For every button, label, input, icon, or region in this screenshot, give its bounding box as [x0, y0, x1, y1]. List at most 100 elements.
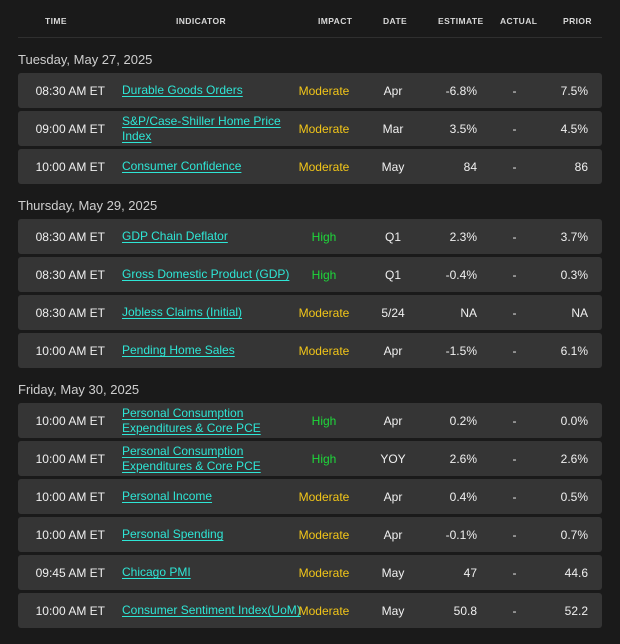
- event-time: 10:00 AM ET: [35, 489, 105, 504]
- estimate-value: 3.5%: [449, 121, 477, 136]
- section-date-heading: Friday, May 30, 2025: [18, 382, 140, 397]
- indicator-link[interactable]: Consumer Confidence: [122, 159, 242, 173]
- impact-level: Moderate: [298, 489, 350, 504]
- indicator-link[interactable]: Gross Domestic Product (GDP): [122, 267, 290, 281]
- indicator-cell: Personal Spending: [122, 517, 302, 552]
- indicator-link[interactable]: Pending Home Sales: [122, 343, 235, 357]
- period-date: May: [381, 603, 405, 618]
- event-time: 08:30 AM ET: [35, 229, 105, 244]
- indicator-link[interactable]: S&P/Case-Shiller Home Price Index: [122, 113, 281, 143]
- section-date-heading: Tuesday, May 27, 2025: [18, 52, 153, 67]
- estimate-value: 0.2%: [449, 413, 477, 428]
- prior-value: 0.0%: [560, 413, 588, 428]
- indicator-link[interactable]: Jobless Claims (Initial): [122, 305, 243, 319]
- event-time: 10:00 AM ET: [35, 451, 105, 466]
- table-row: 09:00 AM ET S&P/Case-Shiller Home Price I…: [18, 111, 602, 146]
- prior-value: 0.3%: [560, 267, 588, 282]
- prior-value: 4.5%: [560, 121, 588, 136]
- impact-level: Moderate: [298, 305, 350, 320]
- event-time: 10:00 AM ET: [35, 343, 105, 358]
- table-row: 10:00 AM ET Personal Consumption Expendit…: [18, 441, 602, 476]
- indicator-link[interactable]: Consumer Sentiment Index(UoM): [122, 603, 301, 617]
- event-time: 10:00 AM ET: [35, 603, 105, 618]
- indicator-link[interactable]: Chicago PMI: [122, 565, 191, 579]
- column-header-prior: PRIOR: [563, 16, 592, 26]
- table-row: 09:45 AM ET Chicago PMI Moderate May 47 - 44.6: [18, 555, 602, 590]
- table-row: 10:00 AM ET Personal Spending Moderate Apr -…: [18, 517, 602, 552]
- column-header-indicator: INDICATOR: [176, 16, 227, 26]
- actual-value: -: [512, 489, 517, 504]
- actual-value: -: [512, 413, 517, 428]
- impact-level: Moderate: [298, 343, 350, 358]
- prior-value: 0.7%: [560, 527, 588, 542]
- actual-value: -: [512, 229, 517, 244]
- indicator-link[interactable]: Personal Consumption Expenditures & Core…: [122, 405, 261, 435]
- table-row: 08:30 AM ET Gross Domestic Product (GDP) H…: [18, 257, 602, 292]
- indicator-cell: S&P/Case-Shiller Home Price Index: [122, 111, 302, 146]
- indicator-cell: Durable Goods Orders: [122, 73, 302, 108]
- estimate-value: 0.4%: [449, 489, 477, 504]
- prior-value: 0.5%: [560, 489, 588, 504]
- prior-value: 6.1%: [560, 343, 588, 358]
- prior-value: 3.7%: [560, 229, 588, 244]
- impact-level: Moderate: [298, 83, 350, 98]
- estimate-value: 84: [463, 159, 477, 174]
- column-header-impact: IMPACT: [318, 16, 353, 26]
- estimate-value: -1.5%: [445, 343, 477, 358]
- indicator-cell: Personal Income: [122, 479, 302, 514]
- estimate-value: -6.8%: [445, 83, 477, 98]
- impact-level: High: [311, 451, 337, 466]
- indicator-link[interactable]: Personal Consumption Expenditures & Core…: [122, 443, 261, 473]
- event-time: 08:30 AM ET: [35, 267, 105, 282]
- indicator-cell: Gross Domestic Product (GDP): [122, 257, 302, 292]
- actual-value: -: [512, 451, 517, 466]
- estimate-value: NA: [460, 305, 477, 320]
- event-time: 10:00 AM ET: [35, 527, 105, 542]
- period-date: Mar: [382, 121, 404, 136]
- column-header-date: DATE: [383, 16, 408, 26]
- estimate-value: -0.1%: [445, 527, 477, 542]
- indicator-link[interactable]: Personal Spending: [122, 527, 224, 541]
- prior-value: 44.6: [564, 565, 588, 580]
- section-date-heading: Thursday, May 29, 2025: [18, 198, 158, 213]
- event-time: 10:00 AM ET: [35, 159, 105, 174]
- indicator-cell: Pending Home Sales: [122, 333, 302, 368]
- event-time: 09:00 AM ET: [35, 121, 105, 136]
- impact-level: High: [311, 413, 337, 428]
- table-row: 10:00 AM ET Pending Home Sales Moderate Apr…: [18, 333, 602, 368]
- table-row: 10:00 AM ET Consumer Sentiment Index(UoM)…: [18, 593, 602, 628]
- prior-value: 86: [574, 159, 588, 174]
- estimate-value: 2.6%: [449, 451, 477, 466]
- period-date: Apr: [383, 83, 403, 98]
- table-row: 10:00 AM ET Consumer Confidence Moderate Ma…: [18, 149, 602, 184]
- estimate-value: 47: [463, 565, 477, 580]
- indicator-link[interactable]: GDP Chain Deflator: [122, 229, 228, 243]
- period-date: Q1: [384, 267, 401, 282]
- period-date: Apr: [383, 343, 403, 358]
- impact-level: Moderate: [298, 527, 350, 542]
- impact-level: Moderate: [298, 159, 350, 174]
- event-time: 09:45 AM ET: [35, 565, 105, 580]
- indicator-cell: Chicago PMI: [122, 555, 302, 590]
- period-date: May: [381, 565, 405, 580]
- indicator-link[interactable]: Durable Goods Orders: [122, 83, 243, 97]
- actual-value: -: [512, 159, 517, 174]
- actual-value: -: [512, 603, 517, 618]
- column-header-estimate: ESTIMATE: [438, 16, 484, 26]
- actual-value: -: [512, 121, 517, 136]
- period-date: Apr: [383, 413, 403, 428]
- impact-level: High: [311, 229, 337, 244]
- indicator-cell: Consumer Sentiment Index(UoM): [122, 593, 302, 628]
- prior-value: 52.2: [564, 603, 588, 618]
- period-date: May: [381, 159, 405, 174]
- indicator-cell: Personal Consumption Expenditures & Core…: [122, 441, 302, 476]
- prior-value: 2.6%: [560, 451, 588, 466]
- prior-value: NA: [571, 305, 588, 320]
- table-row: 08:30 AM ET Durable Goods Orders Moderate A…: [18, 73, 602, 108]
- table-header: TIME INDICATOR IMPACT DATE ESTIMATE ACTU…: [18, 0, 602, 38]
- period-date: Apr: [383, 489, 403, 504]
- indicator-cell: Consumer Confidence: [122, 149, 302, 184]
- indicator-link[interactable]: Personal Income: [122, 489, 213, 503]
- estimate-value: 2.3%: [449, 229, 477, 244]
- impact-level: Moderate: [298, 565, 350, 580]
